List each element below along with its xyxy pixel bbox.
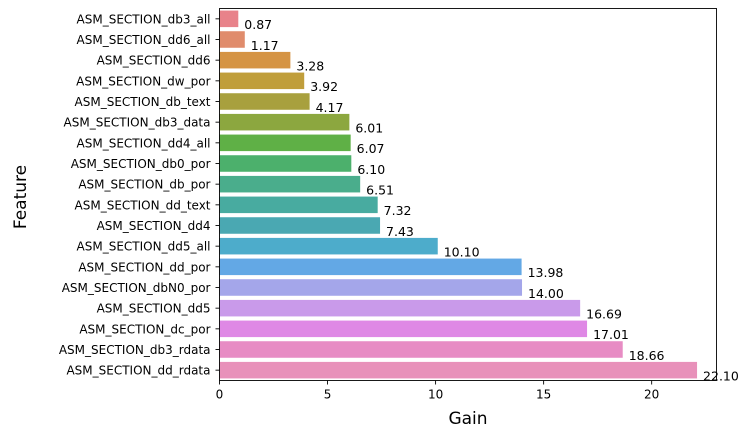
x-tick-label: 20 xyxy=(644,388,659,402)
bar-ASM_SECTION_dd4 xyxy=(219,217,381,234)
value-label: 6.01 xyxy=(355,120,383,135)
bar-ASM_SECTION_dw_por xyxy=(219,72,305,90)
value-label: 16.69 xyxy=(586,306,622,321)
x-tick-label: 5 xyxy=(324,388,332,402)
value-label: 14.00 xyxy=(528,286,564,301)
y-tick-label: ASM_SECTION_dd4 xyxy=(97,219,211,233)
value-label: 13.98 xyxy=(528,265,564,280)
y-tick-label: ASM_SECTION_db3_all xyxy=(77,12,211,26)
x-axis-label: Gain xyxy=(448,409,487,429)
bar-ASM_SECTION_dd5_all xyxy=(219,237,438,255)
y-axis-label: Feature xyxy=(11,165,31,229)
y-tick-label: ASM_SECTION_dd_por xyxy=(78,260,210,274)
y-tick-label: ASM_SECTION_dd_rdata xyxy=(66,364,210,378)
y-tick-label: ASM_SECTION_dd_text xyxy=(75,198,211,212)
y-tick-label: ASM_SECTION_db3_data xyxy=(64,116,211,130)
bar-ASM_SECTION_db0_por xyxy=(219,155,352,172)
y-tick-label: ASM_SECTION_dd6 xyxy=(97,54,211,68)
value-labels: 0.87 1.17 3.28 3.92 4.17 6.01 6.07 6.10 6.51 7.32… xyxy=(244,17,739,383)
value-label: 10.10 xyxy=(444,244,480,259)
bar-ASM_SECTION_db3_data xyxy=(219,113,350,131)
bars-group xyxy=(219,10,698,379)
bar-ASM_SECTION_dd_por xyxy=(219,258,522,276)
value-label: 0.87 xyxy=(244,17,272,32)
y-tick-labels: ASM_SECTION_db3_all ASM_SECTION_dd6_all AS… xyxy=(59,12,220,378)
y-tick-label: ASM_SECTION_dc_por xyxy=(79,322,210,336)
y-tick-label: ASM_SECTION_dd6_all xyxy=(77,33,211,47)
value-label: 7.43 xyxy=(386,224,414,239)
y-tick-label: ASM_SECTION_dd4_all xyxy=(77,136,211,150)
value-label: 3.92 xyxy=(310,79,338,94)
value-label: 22.10 xyxy=(703,368,739,383)
bar-ASM_SECTION_dd_rdata xyxy=(219,361,698,379)
value-label: 7.32 xyxy=(384,203,412,218)
y-tick-label: ASM_SECTION_dw_por xyxy=(76,74,210,88)
bar-ASM_SECTION_db3_rdata xyxy=(219,341,623,358)
bar-ASM_SECTION_dd4_all xyxy=(219,134,351,152)
bar-ASM_SECTION_dd6 xyxy=(219,51,291,69)
value-label: 6.07 xyxy=(357,141,385,156)
value-label: 6.51 xyxy=(366,182,394,197)
y-tick-label: ASM_SECTION_db0_por xyxy=(71,157,211,171)
x-tick-label: 10 xyxy=(428,388,443,402)
value-label: 1.17 xyxy=(251,38,279,53)
y-tick-label: ASM_SECTION_db3_rdata xyxy=(59,343,211,357)
value-label: 17.01 xyxy=(593,327,629,342)
y-tick-label: ASM_SECTION_dd5 xyxy=(97,302,211,316)
value-label: 4.17 xyxy=(316,100,344,115)
bar-ASM_SECTION_dbN0_por xyxy=(219,279,523,296)
bar-ASM_SECTION_dd_text xyxy=(219,196,378,214)
y-tick-label: ASM_SECTION_dbN0_por xyxy=(62,281,211,295)
y-tick-label: ASM_SECTION_dd5_all xyxy=(77,240,211,254)
bar-ASM_SECTION_dc_por xyxy=(219,320,588,338)
value-label: 3.28 xyxy=(296,58,324,73)
value-label: 18.66 xyxy=(629,348,665,363)
bar-ASM_SECTION_dd6_all xyxy=(219,31,245,48)
x-ticks: 0 5 10 15 20 xyxy=(216,380,659,402)
plot-frame xyxy=(219,8,717,381)
bar-ASM_SECTION_db_por xyxy=(219,175,361,193)
bar-ASM_SECTION_db_text xyxy=(219,93,310,110)
bar-ASM_SECTION_dd5 xyxy=(219,299,581,317)
x-tick-label: 0 xyxy=(216,388,224,402)
x-tick-label: 15 xyxy=(536,388,551,402)
y-tick-label: ASM_SECTION_db_text xyxy=(75,95,211,109)
bar-ASM_SECTION_db3_all xyxy=(219,10,239,28)
y-tick-label: ASM_SECTION_db_por xyxy=(78,178,210,192)
value-label: 6.10 xyxy=(357,162,385,177)
